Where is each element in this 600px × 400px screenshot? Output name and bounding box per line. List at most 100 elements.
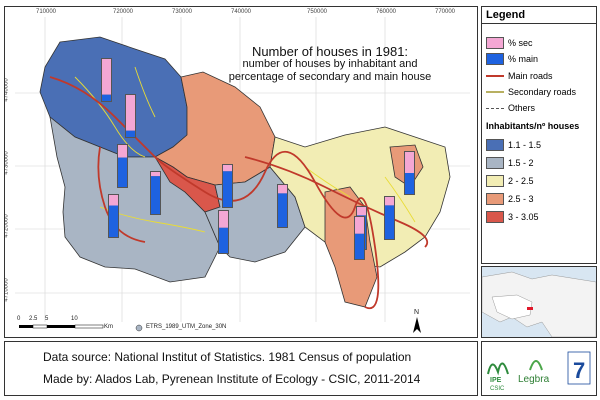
scale-tick: 0 bbox=[17, 316, 21, 322]
legend-label: Others bbox=[508, 103, 536, 113]
legend-line bbox=[486, 75, 504, 77]
bar-sec-segment bbox=[223, 165, 232, 172]
bar-main-segment bbox=[102, 94, 111, 101]
bar-sec-segment bbox=[126, 95, 135, 131]
bar-sec-segment bbox=[102, 59, 111, 95]
legend-line bbox=[486, 91, 504, 93]
ipe-logo-text: IPE bbox=[490, 377, 502, 384]
legend-line bbox=[486, 107, 504, 109]
map-subtitle-line: percentage of secondary and main house bbox=[228, 71, 432, 83]
north-arrow bbox=[413, 317, 421, 333]
legend-label: % main bbox=[508, 54, 539, 64]
legend-swatch bbox=[486, 175, 504, 187]
bar-sec-segment bbox=[405, 152, 414, 173]
bar-main-segment bbox=[405, 173, 414, 194]
csic-logo-text: CSIC bbox=[490, 386, 505, 392]
x-tick: 760000 bbox=[376, 9, 397, 15]
legend-swatch bbox=[486, 157, 504, 169]
x-tick: 770000 bbox=[435, 9, 456, 15]
scale-tick: 10 bbox=[71, 316, 78, 322]
y-tick: 4740000 bbox=[4, 78, 10, 102]
inset-locator-map bbox=[481, 266, 597, 338]
legend-classes-title: Inhabitants/nº houses bbox=[486, 121, 580, 131]
bar-main-segment bbox=[126, 130, 135, 137]
legend-class: 3 - 3.05 bbox=[486, 211, 539, 223]
legend-swatch bbox=[486, 193, 504, 205]
logos-canvas: IPE CSIC Legbra 7 bbox=[487, 351, 591, 392]
legend-label: 1.5 - 2 bbox=[508, 158, 534, 168]
x-tick: 750000 bbox=[307, 9, 328, 15]
bar-sec-segment bbox=[278, 185, 287, 194]
fp7-logo: 7 bbox=[567, 351, 591, 385]
made-by-line: Made by: Alados Lab, Pyrenean Institute … bbox=[43, 372, 421, 386]
legend-class: 2.5 - 3 bbox=[486, 193, 534, 205]
house-bars bbox=[101, 58, 415, 260]
legend-class: 1.5 - 2 bbox=[486, 157, 534, 169]
legend-label: 2.5 - 3 bbox=[508, 194, 534, 204]
crs-marker-icon bbox=[135, 324, 143, 332]
x-tick: 710000 bbox=[36, 9, 57, 15]
bar-sec-segment bbox=[109, 195, 118, 206]
legend-swatch bbox=[486, 53, 504, 65]
legend: Legend % sec % main Main roads Secondary… bbox=[481, 6, 597, 264]
bar-sec-segment bbox=[118, 145, 127, 158]
credits-panel: Data source: National Institut of Statis… bbox=[4, 341, 478, 396]
ipe-logo: IPE CSIC bbox=[487, 362, 509, 392]
legend-item-others: Others bbox=[486, 103, 535, 113]
legend-swatch bbox=[486, 37, 504, 49]
location-marker bbox=[527, 307, 533, 310]
legend-item-main-roads: Main roads bbox=[486, 71, 553, 81]
map-title: Number of houses in 1981: number of hous… bbox=[220, 45, 440, 84]
legend-label: 1.1 - 1.5 bbox=[508, 140, 542, 150]
bar-sec-segment bbox=[355, 217, 364, 234]
bar-main-segment bbox=[151, 176, 160, 214]
fp7-logo-text: 7 bbox=[573, 358, 585, 383]
y-tick: 4710000 bbox=[4, 278, 10, 302]
legend-class: 2 - 2.5 bbox=[486, 175, 534, 187]
crs-label: ETRS_1989_UTM_Zone_30N bbox=[146, 324, 227, 330]
bar-sec-segment bbox=[385, 197, 394, 206]
legend-item-secondary-roads: Secondary roads bbox=[486, 87, 576, 97]
x-tick: 740000 bbox=[231, 9, 252, 15]
map-subtitle-line: number of houses by inhabitant and bbox=[242, 58, 418, 70]
legend-label: 3 - 3.05 bbox=[508, 212, 539, 222]
bar-sec-segment bbox=[357, 207, 366, 216]
legend-swatch bbox=[486, 139, 504, 151]
scale-tick: 2.5 bbox=[29, 316, 38, 322]
bar-main-segment bbox=[278, 193, 287, 227]
map-title-line: Number of houses in 1981: bbox=[251, 44, 409, 59]
x-tick: 730000 bbox=[172, 9, 193, 15]
y-tick: 4730000 bbox=[4, 151, 10, 175]
bar-main-segment bbox=[118, 157, 127, 187]
x-tick: 720000 bbox=[113, 9, 134, 15]
data-source-line: Data source: National Institut of Statis… bbox=[43, 350, 412, 364]
map-panel: 710000 720000 730000 740000 750000 76000… bbox=[4, 6, 478, 338]
legend-label: % sec bbox=[508, 38, 533, 48]
map-canvas bbox=[15, 17, 470, 333]
legend-title: Legend bbox=[482, 7, 596, 24]
y-tick: 4720000 bbox=[4, 214, 10, 238]
logos-panel: IPE CSIC Legbra 7 bbox=[481, 341, 597, 396]
legend-class: 1.1 - 1.5 bbox=[486, 139, 541, 151]
bar-main-segment bbox=[219, 227, 228, 253]
bar-sec-segment bbox=[219, 211, 228, 228]
bar-sec-segment bbox=[151, 172, 160, 177]
bar-main-segment bbox=[109, 205, 118, 237]
scale-bar bbox=[19, 324, 104, 329]
legend-item-main: % main bbox=[486, 53, 538, 65]
legend-label: 2 - 2.5 bbox=[508, 176, 534, 186]
legadra-logo-text: Legbra bbox=[518, 374, 550, 385]
legend-label: Secondary roads bbox=[508, 87, 577, 97]
bar-main-segment bbox=[223, 171, 232, 207]
scale-unit: Km bbox=[104, 324, 113, 330]
scale-tick: 5 bbox=[45, 316, 49, 322]
inset-canvas bbox=[482, 271, 596, 337]
legend-item-sec: % sec bbox=[486, 37, 533, 49]
bar-main-segment bbox=[385, 205, 394, 239]
legend-label: Main roads bbox=[508, 71, 553, 81]
legend-swatch bbox=[486, 211, 504, 223]
legadra-logo: Legbra bbox=[518, 360, 550, 385]
north-label: N bbox=[414, 309, 420, 316]
bar-main-segment bbox=[355, 233, 364, 259]
